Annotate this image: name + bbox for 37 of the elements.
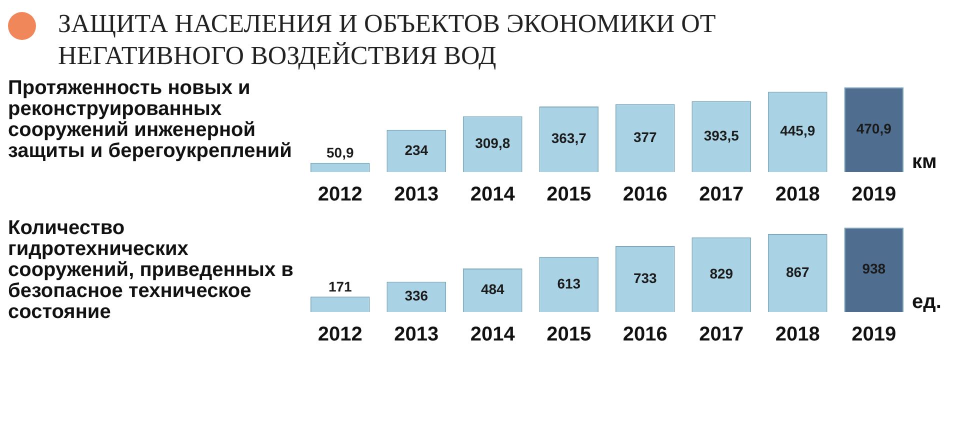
x-tick-label: 2012 [318, 184, 362, 206]
x-tick-label: 2016 [622, 324, 668, 346]
data-label: 393,5 [704, 127, 740, 144]
y-axis-title: Количество гидротехнических сооружений, приведенных в безопасное техническое состояние [8, 217, 294, 323]
x-tick-label: 2016 [622, 184, 668, 206]
data-label: 50,9 [326, 144, 354, 161]
data-label: 867 [786, 264, 810, 280]
y-axis-title: Протяженность новых и реконструированных сооружений инженерной защиты и берегоукреплений [8, 77, 293, 162]
data-label: 470,9 [856, 120, 892, 136]
x-tick-label: 2019 [852, 184, 896, 206]
x-tick-label: 2013 [394, 324, 439, 346]
x-tick-label: 2019 [852, 324, 896, 346]
x-tick-label: 2015 [546, 324, 592, 346]
x-tick-label: 2018 [775, 324, 820, 346]
data-label: 613 [557, 275, 581, 292]
data-label: 733 [633, 270, 658, 286]
x-tick-label: 2014 [470, 324, 516, 346]
x-tick-label: 2012 [318, 324, 362, 346]
data-label: 445,9 [780, 122, 816, 139]
data-label: 484 [480, 281, 505, 298]
data-label: 829 [710, 266, 734, 282]
x-tick-label: 2013 [394, 184, 439, 206]
annotation: км [912, 151, 938, 174]
x-tick-label: 2015 [546, 184, 592, 206]
data-label: 336 [404, 288, 428, 304]
x-tick-label: 2017 [699, 324, 744, 346]
x-tick-label: 2017 [699, 184, 744, 206]
data-label: 377 [633, 128, 658, 145]
x-tick-label: 2014 [470, 184, 516, 206]
data-label: 234 [404, 142, 428, 158]
data-label: 363,7 [551, 130, 587, 146]
data-label: 171 [328, 278, 352, 294]
data-label: 938 [862, 260, 886, 277]
annotation: ед. [912, 291, 942, 314]
data-label: 309,8 [475, 134, 510, 151]
x-tick-label: 2018 [775, 184, 820, 206]
chart-title: ЗАЩИТА НАСЕЛЕНИЯ И ОБЪЕКТОВ ЭКОНОМИКИ ОТ НЕГАТИВНОГО ВОЗДЕЙСТВИЯ ВОД [58, 8, 717, 72]
